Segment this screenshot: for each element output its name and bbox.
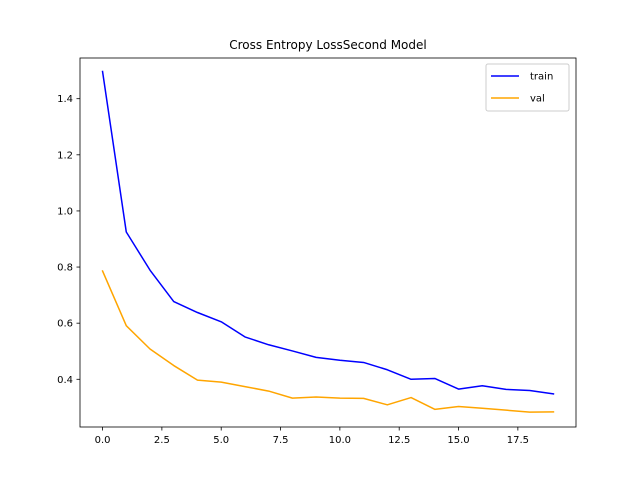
x-tick-label: 5.0 [213,435,229,446]
y-tick-label: 1.4 [57,94,73,105]
x-tick-label: 7.5 [273,435,289,446]
x-tick-label: 17.5 [507,435,529,446]
series-line-val [101,269,555,413]
axes-layer: 0.0 2.5 5.0 7.5 10.0 12.5 15.0 17.5 0.4 0.6 0.8 1.0… [57,57,577,446]
y-tick-label: 0.6 [57,319,73,330]
axes-frame [79,57,577,428]
series-layer [101,70,555,413]
series-line-train [101,70,555,395]
x-tick-label: 15.0 [447,435,469,446]
y-tick-label: 0.4 [57,375,73,386]
x-tick-label: 2.5 [154,435,170,446]
y-tick-label: 1.0 [57,206,73,217]
legend-label-val: val [530,94,545,105]
x-tick-label: 10.0 [329,435,351,446]
legend: train val [485,63,570,112]
y-tick-label: 1.2 [57,150,73,161]
y-tick-label: 0.8 [57,263,73,274]
legend-box [485,63,570,112]
x-tick-label: 12.5 [388,435,410,446]
legend-label-train: train [530,72,553,83]
chart-title: Cross Entropy LossSecond Model [229,38,426,52]
x-tick-label: 0.0 [95,435,111,446]
